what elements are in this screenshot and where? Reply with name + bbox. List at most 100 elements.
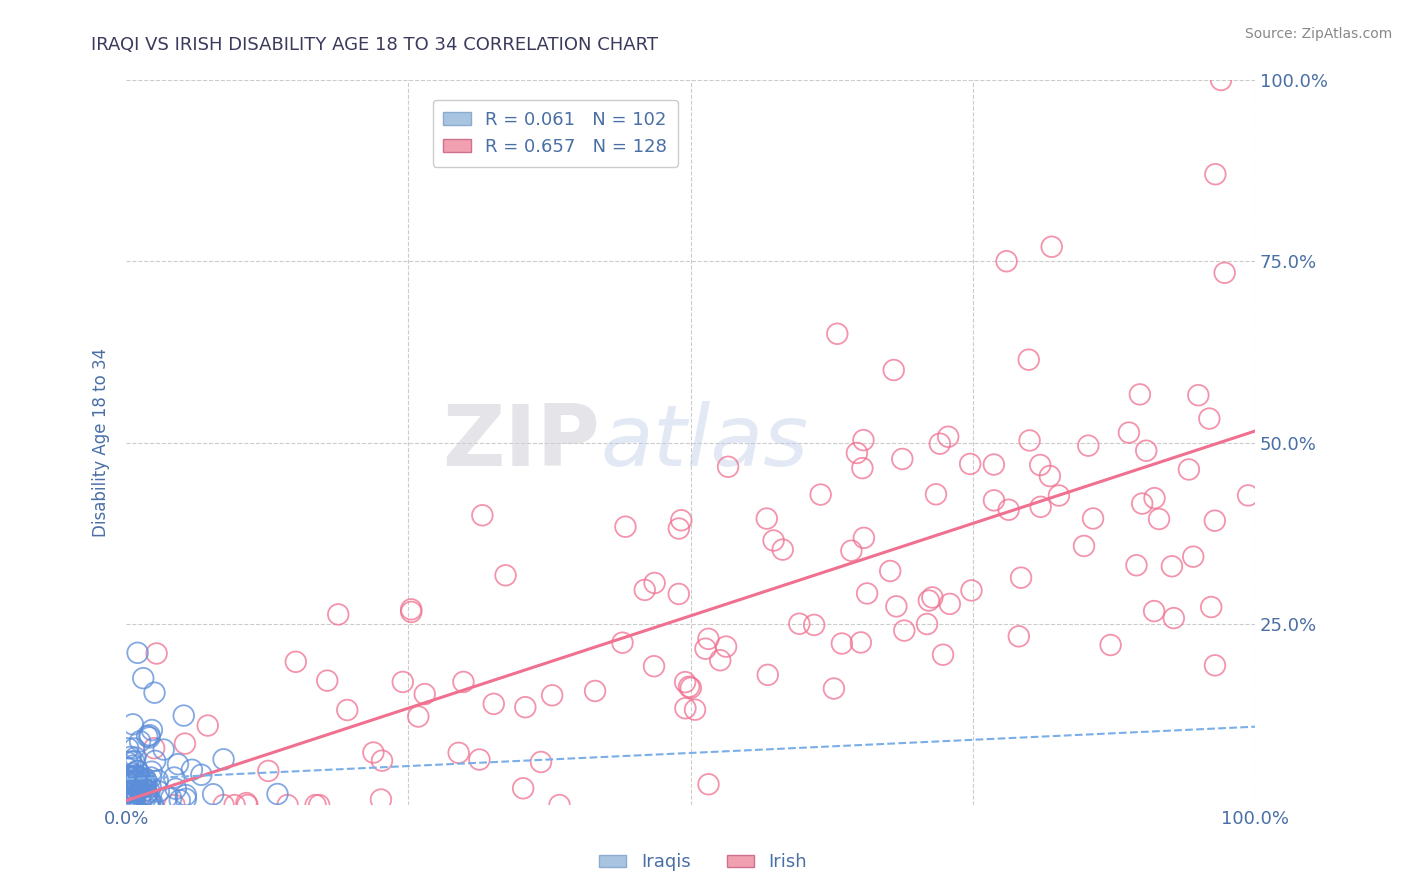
Point — [143, 754, 166, 768]
Point — [1073, 539, 1095, 553]
Point — [482, 697, 505, 711]
Point — [1029, 458, 1052, 472]
Point — [308, 798, 330, 813]
Point — [883, 363, 905, 377]
Point — [131, 780, 153, 795]
Point — [1010, 571, 1032, 585]
Point — [1130, 497, 1153, 511]
Point — [120, 784, 142, 798]
Point — [447, 746, 470, 760]
Point — [202, 787, 225, 801]
Legend: R = 0.061   N = 102, R = 0.657   N = 128: R = 0.061 N = 102, R = 0.657 N = 128 — [433, 100, 678, 167]
Point — [134, 791, 156, 805]
Point — [118, 775, 141, 789]
Point — [928, 436, 950, 450]
Point — [772, 542, 794, 557]
Point — [124, 794, 146, 808]
Point — [1178, 462, 1201, 476]
Point — [212, 798, 235, 813]
Point — [138, 794, 160, 808]
Point — [849, 635, 872, 649]
Point — [117, 761, 139, 775]
Point — [679, 681, 702, 695]
Point — [152, 742, 174, 756]
Point — [614, 519, 637, 533]
Point — [413, 687, 436, 701]
Point — [1204, 167, 1226, 181]
Point — [823, 681, 845, 696]
Point — [128, 770, 150, 784]
Text: IRAQI VS IRISH DISABILITY AGE 18 TO 34 CORRELATION CHART: IRAQI VS IRISH DISABILITY AGE 18 TO 34 C… — [91, 36, 658, 54]
Point — [138, 784, 160, 798]
Point — [697, 777, 720, 791]
Point — [235, 796, 257, 810]
Point — [1182, 549, 1205, 564]
Point — [121, 766, 143, 780]
Text: atlas: atlas — [600, 401, 808, 484]
Point — [120, 771, 142, 785]
Point — [120, 797, 142, 811]
Point — [370, 792, 392, 806]
Point — [136, 729, 159, 743]
Point — [512, 781, 534, 796]
Point — [673, 675, 696, 690]
Point — [136, 787, 159, 801]
Point — [117, 775, 139, 789]
Point — [893, 624, 915, 638]
Point — [695, 641, 717, 656]
Point — [118, 795, 141, 809]
Point — [328, 607, 350, 622]
Point — [146, 773, 169, 788]
Point — [236, 798, 259, 813]
Point — [165, 781, 187, 796]
Point — [1029, 500, 1052, 514]
Point — [167, 757, 190, 772]
Point — [122, 792, 145, 806]
Point — [363, 746, 385, 760]
Point — [124, 783, 146, 797]
Point — [612, 636, 634, 650]
Point — [1047, 489, 1070, 503]
Point — [856, 586, 879, 600]
Point — [139, 771, 162, 785]
Point — [756, 668, 779, 682]
Point — [124, 783, 146, 797]
Point — [124, 769, 146, 783]
Point — [879, 564, 901, 578]
Legend: Iraqis, Irish: Iraqis, Irish — [592, 847, 814, 879]
Point — [995, 254, 1018, 268]
Point — [129, 772, 152, 787]
Point — [117, 756, 139, 770]
Point — [939, 597, 962, 611]
Point — [671, 513, 693, 527]
Point — [257, 764, 280, 778]
Point — [122, 741, 145, 756]
Point — [127, 646, 149, 660]
Point — [122, 792, 145, 806]
Point — [135, 783, 157, 797]
Point — [121, 782, 143, 797]
Point — [124, 750, 146, 764]
Point — [197, 718, 219, 732]
Point — [921, 591, 943, 605]
Point — [284, 655, 307, 669]
Point — [1163, 611, 1185, 625]
Point — [1187, 388, 1209, 402]
Point — [644, 576, 666, 591]
Point — [117, 741, 139, 756]
Point — [678, 680, 700, 694]
Point — [124, 789, 146, 804]
Point — [530, 755, 553, 769]
Point — [406, 709, 429, 723]
Point — [997, 502, 1019, 516]
Point — [224, 798, 246, 813]
Point — [1161, 559, 1184, 574]
Point — [316, 673, 339, 688]
Point — [936, 430, 959, 444]
Point — [174, 737, 197, 751]
Point — [169, 793, 191, 807]
Point — [117, 792, 139, 806]
Point — [129, 788, 152, 802]
Text: ZIP: ZIP — [443, 401, 600, 484]
Point — [266, 787, 288, 801]
